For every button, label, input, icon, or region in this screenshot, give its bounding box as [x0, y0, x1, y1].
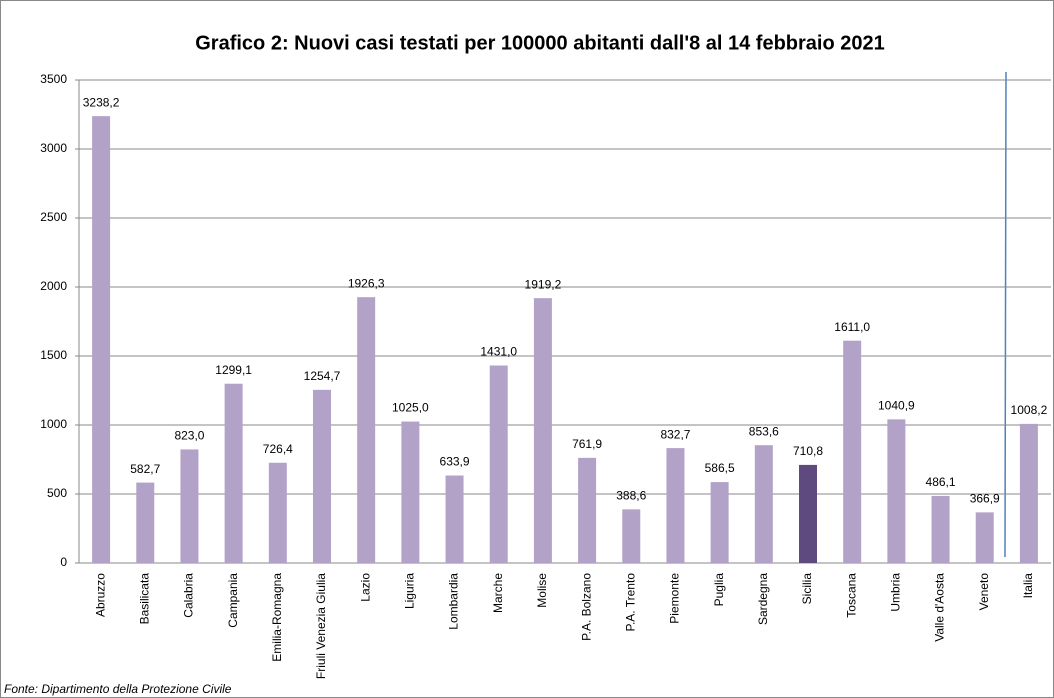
y-tick-label: 500: [47, 486, 67, 500]
bar: [313, 389, 331, 563]
x-tick-label: Molise: [535, 573, 549, 608]
y-tick-label: 3500: [40, 72, 67, 86]
x-tick-label: P.A. Bolzano: [579, 573, 593, 641]
x-tick-label: Friuli Venezia Giulia: [314, 573, 328, 679]
x-tick-label: Veneto: [977, 573, 991, 611]
x-tick-label: Umbria: [889, 573, 903, 612]
y-tick-label: 1500: [40, 348, 67, 362]
value-label: 853,6: [749, 424, 779, 438]
bar: [799, 464, 817, 563]
value-label: 388,6: [616, 489, 646, 503]
bar: [1019, 423, 1038, 563]
bar: [489, 365, 508, 563]
value-label: 761,9: [572, 437, 602, 451]
y-tick-label: 2500: [40, 210, 67, 224]
x-tick-label: Valle d'Aosta: [933, 573, 947, 642]
value-label: 486,1: [926, 475, 956, 489]
value-label: 832,7: [660, 427, 690, 441]
bar: [401, 421, 420, 563]
bar: [931, 495, 950, 563]
bar: [622, 509, 641, 563]
x-tick-label: Toscana: [844, 573, 858, 618]
value-label: 1611,0: [834, 320, 870, 334]
bar: [843, 340, 862, 563]
bar: [136, 482, 155, 563]
bar: [268, 462, 287, 563]
x-tick-label: Marche: [491, 573, 505, 613]
x-tick-label: P.A. Trento: [623, 573, 637, 632]
x-tick-label: Sicilia: [800, 573, 814, 605]
value-label: 633,9: [440, 455, 470, 469]
x-tick-label: Sardegna: [756, 573, 770, 625]
value-label: 3238,2: [83, 95, 120, 109]
bar: [445, 475, 464, 563]
value-label: 726,4: [263, 442, 293, 456]
y-tick-label: 1000: [40, 417, 67, 431]
value-label: 1919,2: [525, 277, 562, 291]
value-label: 366,9: [970, 492, 1000, 506]
bar: [975, 512, 994, 563]
source-note: Fonte: Dipartimento della Protezione Civ…: [4, 682, 232, 696]
value-label: 1254,7: [304, 369, 341, 383]
x-tick-label: Lombardia: [447, 573, 461, 630]
bar: [357, 297, 376, 563]
x-tick-label: Calabria: [182, 573, 196, 618]
bar: [533, 298, 552, 563]
value-label: 823,0: [174, 429, 204, 443]
y-tick-label: 0: [60, 555, 67, 569]
value-label: 586,5: [705, 461, 735, 475]
bar: [180, 449, 199, 563]
y-tick-label: 3000: [40, 141, 67, 155]
value-label: 1040,9: [878, 399, 915, 413]
bar: [754, 445, 773, 563]
bar: [224, 383, 243, 563]
value-label: 1926,3: [348, 276, 385, 290]
bar: [666, 448, 685, 563]
value-label: 1431,0: [480, 345, 517, 359]
x-tick-label: Lazio: [358, 573, 372, 602]
x-tick-label: Piemonte: [668, 573, 682, 624]
x-tick-label: Campania: [226, 573, 240, 628]
separator-line: [1004, 71, 1007, 558]
bar: [710, 482, 729, 563]
bar: [92, 116, 111, 563]
value-label: 1299,1: [215, 363, 252, 377]
x-tick-label: Basilicata: [137, 573, 151, 625]
x-tick-label: Puglia: [712, 573, 726, 607]
x-tick-label: Liguria: [403, 573, 417, 609]
value-label: 710,8: [793, 444, 823, 458]
value-label: 1025,0: [392, 401, 429, 415]
bar: [887, 419, 906, 563]
x-tick-label: Emilia-Romagna: [270, 573, 284, 662]
bar: [578, 457, 597, 563]
chart-title: Grafico 2: Nuovi casi testati per 100000…: [195, 32, 885, 54]
x-tick-label: Abruzzo: [93, 573, 107, 617]
x-tick-label: Italia: [1021, 573, 1035, 599]
value-label: 1008,2: [1011, 403, 1048, 417]
value-label: 582,7: [130, 462, 160, 476]
y-tick-label: 2000: [40, 279, 67, 293]
